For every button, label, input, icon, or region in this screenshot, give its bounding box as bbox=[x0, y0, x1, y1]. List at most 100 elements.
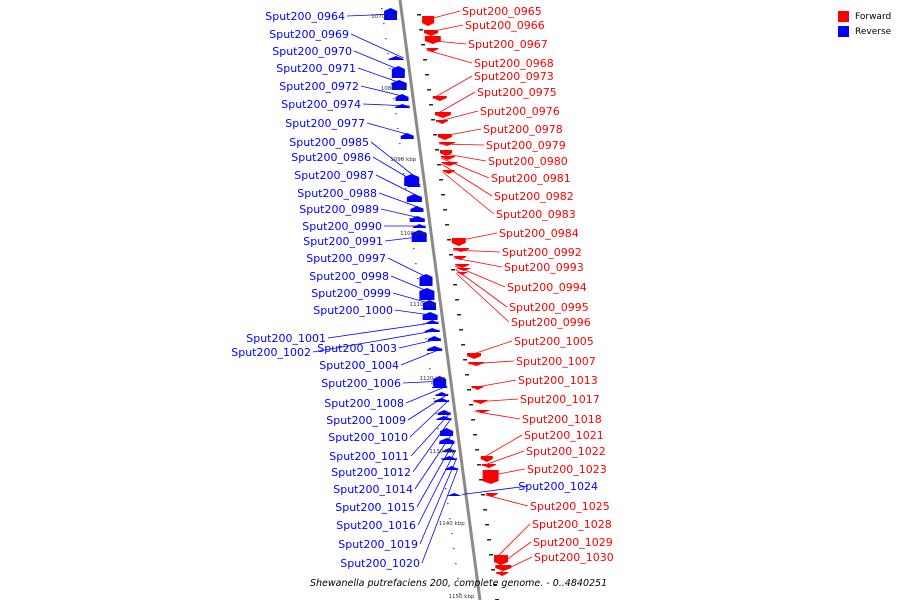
forward-gene-label[interactable]: Sput200_0967 bbox=[468, 38, 548, 51]
forward-gene-arrow[interactable] bbox=[437, 134, 452, 140]
reverse-gene-arrow[interactable] bbox=[440, 428, 454, 436]
reverse-gene-arrow[interactable] bbox=[424, 328, 440, 332]
reverse-gene-arrow[interactable] bbox=[442, 448, 456, 452]
forward-gene-label[interactable]: Sput200_0979 bbox=[486, 139, 566, 152]
forward-gene-label[interactable]: Sput200_0993 bbox=[504, 261, 584, 274]
forward-gene-label[interactable]: Sput200_0984 bbox=[499, 227, 579, 240]
reverse-gene-label[interactable]: Sput200_1001 bbox=[246, 332, 326, 345]
forward-gene-label[interactable]: Sput200_0976 bbox=[480, 105, 560, 118]
reverse-gene-label[interactable]: Sput200_0988 bbox=[297, 187, 377, 200]
reverse-gene-label[interactable]: Sput200_0989 bbox=[299, 203, 379, 216]
forward-gene-label[interactable]: Sput200_1005 bbox=[514, 335, 594, 348]
forward-gene-arrow[interactable] bbox=[494, 555, 508, 565]
reverse-gene-label[interactable]: Sput200_0969 bbox=[269, 28, 349, 41]
reverse-gene-arrow[interactable] bbox=[410, 206, 424, 212]
forward-gene-arrow[interactable] bbox=[496, 572, 509, 576]
forward-gene-arrow[interactable] bbox=[438, 142, 455, 146]
forward-gene-label[interactable]: Sput200_1022 bbox=[526, 445, 606, 458]
reverse-gene-label[interactable]: Sput200_1024 bbox=[518, 480, 598, 493]
reverse-gene-arrow[interactable] bbox=[400, 133, 414, 139]
forward-gene-arrow[interactable] bbox=[468, 362, 485, 366]
reverse-gene-arrow[interactable] bbox=[406, 194, 422, 202]
reverse-gene-arrow[interactable] bbox=[391, 66, 405, 78]
forward-gene-arrow[interactable] bbox=[471, 386, 484, 390]
reverse-gene-arrow[interactable] bbox=[439, 438, 455, 444]
reverse-gene-label[interactable]: Sput200_1002 bbox=[231, 346, 311, 359]
reverse-gene-arrow[interactable] bbox=[435, 392, 449, 396]
reverse-gene-arrow[interactable] bbox=[419, 274, 433, 286]
forward-gene-label[interactable]: Sput200_0975 bbox=[477, 86, 557, 99]
reverse-gene-arrow[interactable] bbox=[441, 456, 457, 460]
reverse-gene-label[interactable]: Sput200_0990 bbox=[302, 220, 382, 233]
forward-gene-label[interactable]: Sput200_0973 bbox=[474, 70, 554, 83]
reverse-gene-arrow[interactable] bbox=[409, 216, 425, 222]
forward-gene-arrow[interactable] bbox=[495, 565, 512, 571]
forward-gene-arrow[interactable] bbox=[424, 30, 438, 36]
reverse-gene-arrow[interactable] bbox=[434, 398, 450, 402]
forward-gene-arrow[interactable] bbox=[434, 112, 451, 118]
forward-gene-label[interactable]: Sput200_0978 bbox=[483, 123, 563, 136]
reverse-gene-label[interactable]: Sput200_0997 bbox=[306, 252, 386, 265]
reverse-gene-label[interactable]: Sput200_0971 bbox=[276, 62, 356, 75]
reverse-gene-label[interactable]: Sput200_1020 bbox=[340, 557, 420, 570]
reverse-gene-arrow[interactable] bbox=[433, 376, 447, 386]
forward-gene-label[interactable]: Sput200_1028 bbox=[532, 518, 612, 531]
forward-gene-arrow[interactable] bbox=[440, 156, 455, 160]
forward-gene-label[interactable]: Sput200_1021 bbox=[524, 429, 604, 442]
forward-gene-arrow[interactable] bbox=[453, 248, 470, 252]
forward-gene-label[interactable]: Sput200_1030 bbox=[534, 551, 614, 564]
reverse-gene-arrow[interactable] bbox=[437, 410, 451, 415]
reverse-gene-label[interactable]: Sput200_1016 bbox=[336, 519, 416, 532]
reverse-gene-arrow[interactable] bbox=[427, 336, 441, 341]
forward-gene-arrow[interactable] bbox=[442, 170, 455, 174]
forward-gene-label[interactable]: Sput200_1025 bbox=[530, 500, 610, 513]
forward-gene-label[interactable]: Sput200_1007 bbox=[516, 355, 596, 368]
reverse-gene-arrow[interactable] bbox=[445, 466, 459, 470]
forward-gene-arrow[interactable] bbox=[467, 353, 482, 359]
reverse-gene-label[interactable]: Sput200_0964 bbox=[265, 10, 345, 23]
reverse-gene-label[interactable]: Sput200_0972 bbox=[279, 80, 359, 93]
reverse-gene-arrow[interactable] bbox=[395, 94, 409, 101]
reverse-gene-label[interactable]: Sput200_1009 bbox=[326, 414, 406, 427]
reverse-gene-label[interactable]: Sput200_1011 bbox=[329, 450, 409, 463]
reverse-gene-label[interactable]: Sput200_0970 bbox=[272, 45, 352, 58]
forward-gene-arrow[interactable] bbox=[455, 268, 472, 271]
reverse-gene-label[interactable]: Sput200_1010 bbox=[328, 431, 408, 444]
forward-gene-label[interactable]: Sput200_0965 bbox=[462, 5, 542, 18]
reverse-gene-arrow[interactable] bbox=[384, 8, 398, 20]
forward-gene-arrow[interactable] bbox=[455, 264, 470, 268]
forward-gene-arrow[interactable] bbox=[454, 256, 467, 260]
forward-gene-label[interactable]: Sput200_1023 bbox=[527, 463, 607, 476]
reverse-gene-arrow[interactable] bbox=[411, 230, 427, 242]
forward-gene-arrow[interactable] bbox=[422, 16, 435, 26]
reverse-gene-arrow[interactable] bbox=[412, 224, 426, 228]
forward-gene-arrow[interactable] bbox=[426, 48, 439, 52]
reverse-gene-arrow[interactable] bbox=[394, 104, 410, 108]
forward-gene-label[interactable]: Sput200_0966 bbox=[465, 19, 545, 32]
forward-gene-arrow[interactable] bbox=[424, 36, 441, 44]
reverse-gene-label[interactable]: Sput200_1014 bbox=[333, 483, 413, 496]
forward-gene-arrow[interactable] bbox=[451, 238, 466, 246]
reverse-gene-arrow[interactable] bbox=[388, 56, 404, 60]
reverse-gene-arrow[interactable] bbox=[427, 346, 443, 351]
forward-gene-label[interactable]: Sput200_1017 bbox=[520, 393, 600, 406]
forward-gene-label[interactable]: Sput200_0992 bbox=[502, 246, 582, 259]
forward-gene-arrow[interactable] bbox=[474, 410, 491, 413]
forward-gene-arrow[interactable] bbox=[432, 96, 447, 101]
forward-gene-label[interactable]: Sput200_0981 bbox=[491, 172, 571, 185]
reverse-gene-label[interactable]: Sput200_0974 bbox=[281, 98, 361, 111]
reverse-gene-label[interactable]: Sput200_1000 bbox=[313, 304, 393, 317]
reverse-gene-arrow[interactable] bbox=[422, 312, 438, 320]
reverse-gene-label[interactable]: Sput200_0987 bbox=[294, 169, 374, 182]
reverse-gene-label[interactable]: Sput200_1004 bbox=[319, 359, 399, 372]
reverse-gene-arrow[interactable] bbox=[423, 300, 436, 310]
reverse-gene-label[interactable]: Sput200_1015 bbox=[335, 501, 415, 514]
forward-gene-label[interactable]: Sput200_1013 bbox=[518, 374, 598, 387]
reverse-gene-label[interactable]: Sput200_0998 bbox=[309, 270, 389, 283]
reverse-gene-label[interactable]: Sput200_0986 bbox=[291, 151, 371, 164]
forward-gene-arrow[interactable] bbox=[480, 456, 493, 462]
reverse-gene-arrow[interactable] bbox=[432, 384, 448, 388]
forward-gene-arrow[interactable] bbox=[441, 162, 458, 166]
forward-gene-label[interactable]: Sput200_0996 bbox=[511, 316, 591, 329]
reverse-gene-arrow[interactable] bbox=[436, 416, 452, 420]
